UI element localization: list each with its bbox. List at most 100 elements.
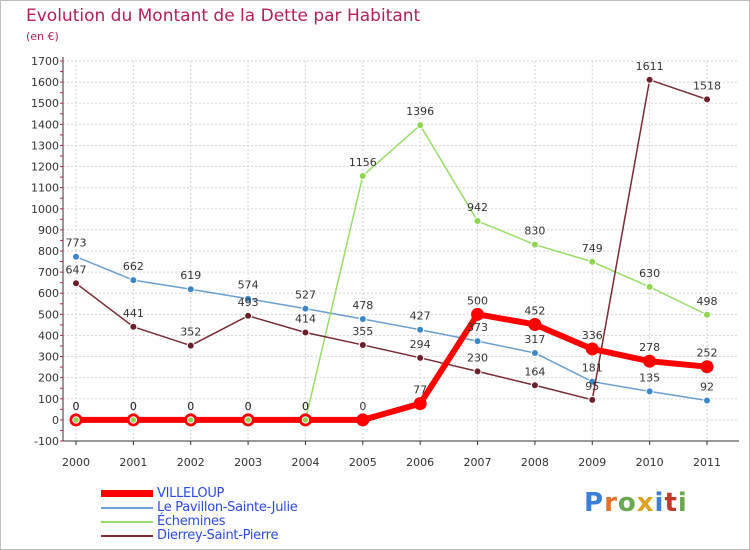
data-label: 0 [302, 400, 309, 413]
data-point [585, 342, 599, 356]
data-label: 427 [410, 310, 431, 323]
data-label: 373 [467, 321, 488, 334]
logo-letter: t [664, 488, 678, 518]
data-label: 493 [238, 296, 259, 309]
data-label: 527 [295, 289, 316, 302]
y-tick-label: 1100 [31, 182, 59, 195]
data-point [187, 416, 195, 424]
data-point [301, 416, 310, 424]
data-label: 414 [295, 312, 316, 325]
series-line [75, 256, 708, 402]
data-point [72, 252, 80, 261]
data-label: 773 [66, 237, 87, 250]
data-point [358, 314, 367, 323]
data-label: 278 [639, 341, 660, 354]
data-point [244, 311, 253, 320]
y-tick-label: -100 [34, 435, 59, 448]
data-point [703, 95, 711, 104]
legend-item: Dierrey-Saint-Pierre [101, 528, 401, 543]
data-label: 1518 [693, 79, 721, 92]
logo-letter: i [677, 488, 688, 518]
data-point [186, 285, 195, 294]
data-point [473, 367, 482, 376]
series-3 [72, 75, 711, 404]
data-point [530, 381, 539, 390]
y-tick-label: 0 [52, 414, 59, 427]
data-label: 619 [180, 269, 201, 282]
x-tick-label: 2011 [693, 456, 721, 469]
legend: VILLELOUP Le Pavillon-Sainte-Julie Échemin… [101, 486, 401, 543]
logo-letter: x [636, 488, 655, 518]
legend-label: Dierrey-Saint-Pierre [157, 528, 279, 543]
data-label: 352 [180, 326, 201, 339]
data-point [700, 360, 714, 374]
data-label: 0 [245, 400, 252, 413]
data-point [416, 121, 425, 130]
data-point [129, 416, 138, 424]
data-label: 181 [582, 362, 603, 375]
data-label: 230 [467, 351, 488, 364]
data-point [416, 353, 425, 362]
x-tick-label: 2010 [636, 456, 664, 469]
y-tick-label: 900 [38, 224, 59, 237]
grid [63, 60, 739, 442]
data-point [356, 413, 370, 427]
data-label: 942 [467, 201, 488, 214]
data-point [530, 240, 539, 249]
legend-item: Le Pavillon-Sainte-Julie [101, 500, 401, 515]
y-tick-label: 700 [38, 266, 59, 279]
series-1 [72, 252, 711, 405]
data-label: 77 [413, 384, 427, 397]
x-tick-label: 2002 [177, 456, 205, 469]
logo-letter: o [617, 488, 637, 518]
data-label: 441 [123, 307, 144, 320]
data-point [471, 307, 485, 321]
legend-swatch [101, 507, 153, 509]
data-label: 452 [524, 304, 545, 317]
x-tick-label: 2001 [119, 456, 147, 469]
data-label: 647 [66, 263, 87, 276]
logo-letter: P [584, 488, 605, 518]
data-label: 95 [585, 380, 599, 393]
y-tick-label: 100 [38, 393, 59, 406]
logo-letter: i [654, 488, 665, 518]
data-label: 830 [524, 225, 545, 238]
data-label: 500 [467, 294, 488, 307]
data-label: 0 [187, 400, 194, 413]
data-point [129, 276, 138, 285]
data-point [645, 387, 654, 396]
y-tick-label: 300 [38, 351, 59, 364]
data-label: 0 [73, 400, 80, 413]
data-label: 1156 [349, 156, 377, 169]
data-label: 1396 [406, 105, 434, 118]
data-label: 294 [410, 338, 431, 351]
x-tick-label: 2008 [521, 456, 549, 469]
data-label: 164 [524, 365, 545, 378]
data-point [72, 279, 80, 288]
data-label: 630 [639, 267, 660, 280]
x-tick-label: 2000 [62, 456, 90, 469]
data-point [473, 217, 482, 226]
data-label: 0 [245, 400, 252, 413]
data-label: 574 [238, 279, 259, 292]
data-label: 0 [359, 400, 366, 413]
data-point [528, 317, 542, 331]
data-labels: 0 0 0 0 0 0 77 500 452 336 278 252 773 662 619 574 527 47… [66, 60, 722, 413]
data-label: 478 [352, 299, 373, 312]
series-line [76, 311, 708, 423]
data-label: 0 [130, 400, 137, 413]
chart-subtitle: (en €) [26, 30, 59, 43]
y-tick-label: 800 [38, 245, 59, 258]
data-point [588, 395, 597, 404]
y-tick-label: 500 [38, 308, 59, 321]
data-label: 1611 [636, 60, 664, 73]
data-point [413, 397, 427, 411]
proxiti-logo: Proxiti [584, 488, 688, 518]
data-point [703, 310, 711, 319]
y-tick-label: 1700 [31, 55, 59, 68]
y-tick-label: 200 [38, 372, 59, 385]
x-tick-label: 2003 [234, 456, 262, 469]
data-label: 749 [582, 242, 603, 255]
data-point [301, 328, 310, 337]
